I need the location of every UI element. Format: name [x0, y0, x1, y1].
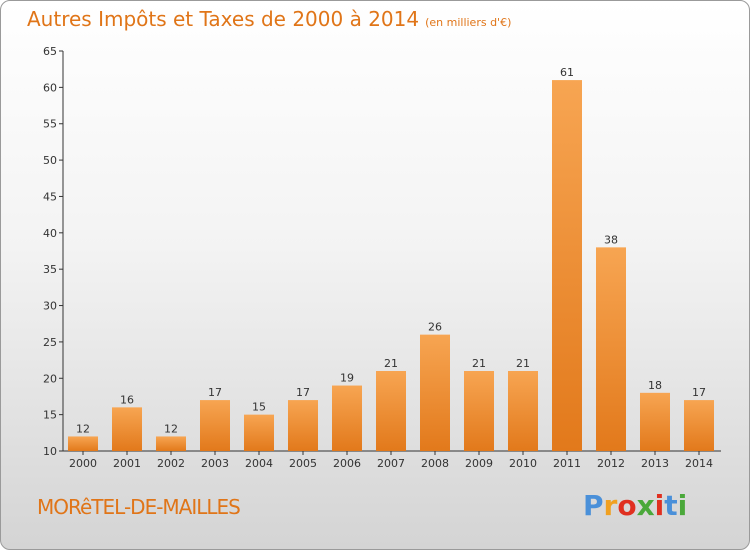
- y-tick-label: 20: [43, 372, 57, 385]
- data-label: 17: [692, 386, 706, 399]
- commune-name: MORêTEL-DE-MAILLES: [37, 495, 241, 519]
- y-tick-label: 30: [43, 300, 57, 313]
- bar: [112, 407, 142, 451]
- bar: [200, 400, 230, 451]
- bar: [596, 247, 626, 451]
- logo-letter: x: [636, 489, 655, 522]
- y-tick-label: 60: [43, 81, 57, 94]
- x-tick-label: 2007: [377, 457, 405, 470]
- logo-letter: i: [654, 489, 665, 522]
- x-tick-label: 2006: [333, 457, 361, 470]
- x-tick-label: 2008: [421, 457, 449, 470]
- data-label: 21: [384, 357, 398, 370]
- y-tick-label: 55: [43, 118, 57, 131]
- x-tick-label: 2014: [685, 457, 713, 470]
- y-tick-label: 10: [43, 445, 57, 458]
- bar: [684, 400, 714, 451]
- logo-letter: r: [603, 489, 618, 522]
- data-label: 21: [516, 357, 530, 370]
- x-tick-label: 2001: [113, 457, 141, 470]
- chart-title: Autres Impôts et Taxes de 2000 à 2014 (en…: [27, 7, 511, 31]
- y-tick-label: 40: [43, 227, 57, 240]
- chart-unit-note: (en milliers d'€): [425, 16, 512, 29]
- bar: [376, 371, 406, 451]
- bar: [552, 80, 582, 451]
- data-label: 15: [252, 401, 266, 414]
- bar: [508, 371, 538, 451]
- data-label: 21: [472, 357, 486, 370]
- bar: [288, 400, 318, 451]
- data-label: 18: [648, 379, 662, 392]
- bar: [156, 436, 186, 451]
- y-tick-label: 15: [43, 409, 57, 422]
- x-tick-label: 2012: [597, 457, 625, 470]
- bar: [244, 414, 274, 451]
- data-label: 38: [604, 233, 618, 246]
- bar: [640, 392, 670, 451]
- y-tick-label: 65: [43, 45, 57, 58]
- data-label: 12: [76, 422, 90, 435]
- x-tick-label: 2010: [509, 457, 537, 470]
- y-tick-label: 25: [43, 336, 57, 349]
- x-tick-label: 2004: [245, 457, 273, 470]
- data-label: 61: [560, 66, 574, 79]
- data-label: 12: [164, 422, 178, 435]
- bar: [464, 371, 494, 451]
- data-label: 26: [428, 321, 442, 334]
- y-tick-label: 45: [43, 190, 57, 203]
- data-label: 19: [340, 372, 354, 385]
- x-tick-label: 2000: [69, 457, 97, 470]
- x-tick-label: 2002: [157, 457, 185, 470]
- logo-letter: i: [677, 489, 688, 522]
- x-tick-label: 2013: [641, 457, 669, 470]
- x-tick-label: 2009: [465, 457, 493, 470]
- logo-letter: P: [583, 489, 604, 522]
- bar: [420, 334, 450, 451]
- x-tick-label: 2005: [289, 457, 317, 470]
- x-tick-label: 2003: [201, 457, 229, 470]
- data-label: 17: [208, 386, 222, 399]
- data-label: 17: [296, 386, 310, 399]
- logo-letter: t: [664, 489, 678, 522]
- bar: [332, 385, 362, 451]
- y-tick-label: 35: [43, 263, 57, 276]
- y-tick-label: 50: [43, 154, 57, 167]
- chart-title-text: Autres Impôts et Taxes de 2000 à 2014: [27, 7, 420, 31]
- proxiti-logo[interactable]: Proxiti: [583, 489, 687, 522]
- bar: [68, 436, 98, 451]
- logo-letter: o: [617, 489, 637, 522]
- x-tick-label: 2011: [553, 457, 581, 470]
- data-label: 16: [120, 393, 134, 406]
